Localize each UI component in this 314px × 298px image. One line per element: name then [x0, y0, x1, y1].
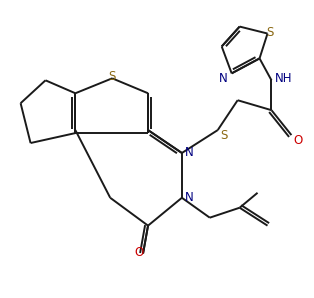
Text: NH: NH: [274, 72, 292, 85]
Text: N: N: [185, 147, 194, 159]
Text: N: N: [185, 191, 194, 204]
Text: N: N: [219, 72, 228, 85]
Text: S: S: [109, 70, 116, 83]
Text: S: S: [266, 26, 273, 38]
Text: O: O: [293, 134, 303, 147]
Text: O: O: [134, 246, 144, 260]
Text: S: S: [221, 128, 228, 142]
